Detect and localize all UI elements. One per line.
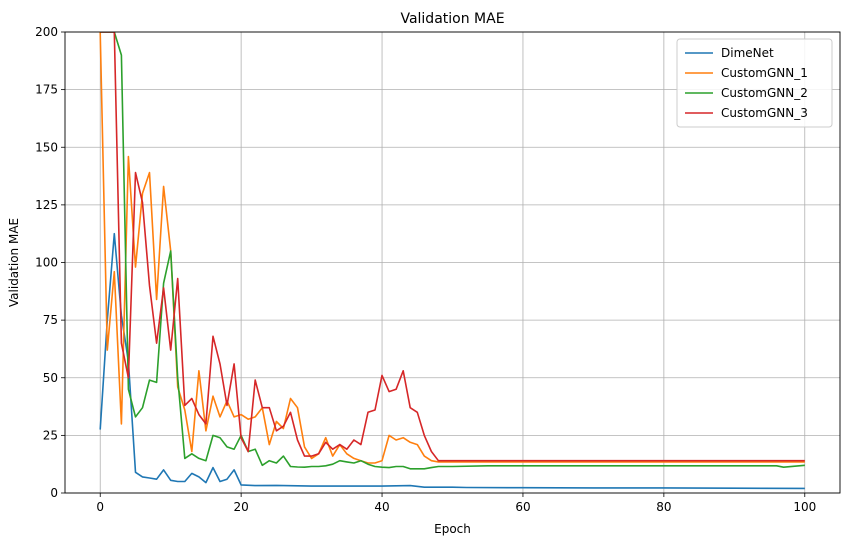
y-tick-label: 25 bbox=[43, 428, 58, 442]
x-tick-label: 0 bbox=[96, 500, 104, 514]
y-tick-label: 200 bbox=[35, 25, 58, 39]
legend: DimeNet CustomGNN_1 CustomGNN_2 CustomGNN_3 bbox=[676, 38, 833, 128]
y-tick-label: 50 bbox=[43, 371, 58, 385]
legend-label: CustomGNN_2 bbox=[721, 86, 808, 100]
x-axis-label: Epoch bbox=[434, 522, 471, 536]
axis-ticks: 0 20 40 60 80 100 0 25 50 75 100 125 150 175 200 bbox=[35, 25, 816, 514]
plot-area bbox=[99, 32, 805, 490]
y-tick-label: 100 bbox=[35, 256, 58, 270]
legend-label: DimeNet bbox=[721, 46, 774, 60]
legend-box bbox=[676, 38, 833, 128]
chart-title: Validation MAE bbox=[400, 11, 504, 27]
y-tick-label: 175 bbox=[35, 83, 58, 97]
y-axis-label: Validation MAE bbox=[7, 218, 21, 307]
y-tick-label: 125 bbox=[35, 198, 58, 212]
x-tick-label: 60 bbox=[515, 500, 530, 514]
x-tick-label: 40 bbox=[374, 500, 389, 514]
y-tick-label: 150 bbox=[35, 140, 58, 154]
series-line-customgnn-3 bbox=[100, 32, 805, 462]
series-line-customgnn-1 bbox=[99, 32, 805, 464]
series-line-dimenet bbox=[99, 232, 805, 490]
x-tick-label: 20 bbox=[233, 500, 248, 514]
legend-label: CustomGNN_3 bbox=[721, 106, 808, 120]
y-tick-label: 75 bbox=[43, 313, 58, 327]
x-tick-label: 100 bbox=[793, 500, 816, 514]
series-line-customgnn-2 bbox=[100, 32, 805, 470]
x-tick-label: 80 bbox=[656, 500, 671, 514]
y-tick-label: 0 bbox=[50, 486, 58, 500]
legend-label: CustomGNN_1 bbox=[721, 66, 808, 80]
